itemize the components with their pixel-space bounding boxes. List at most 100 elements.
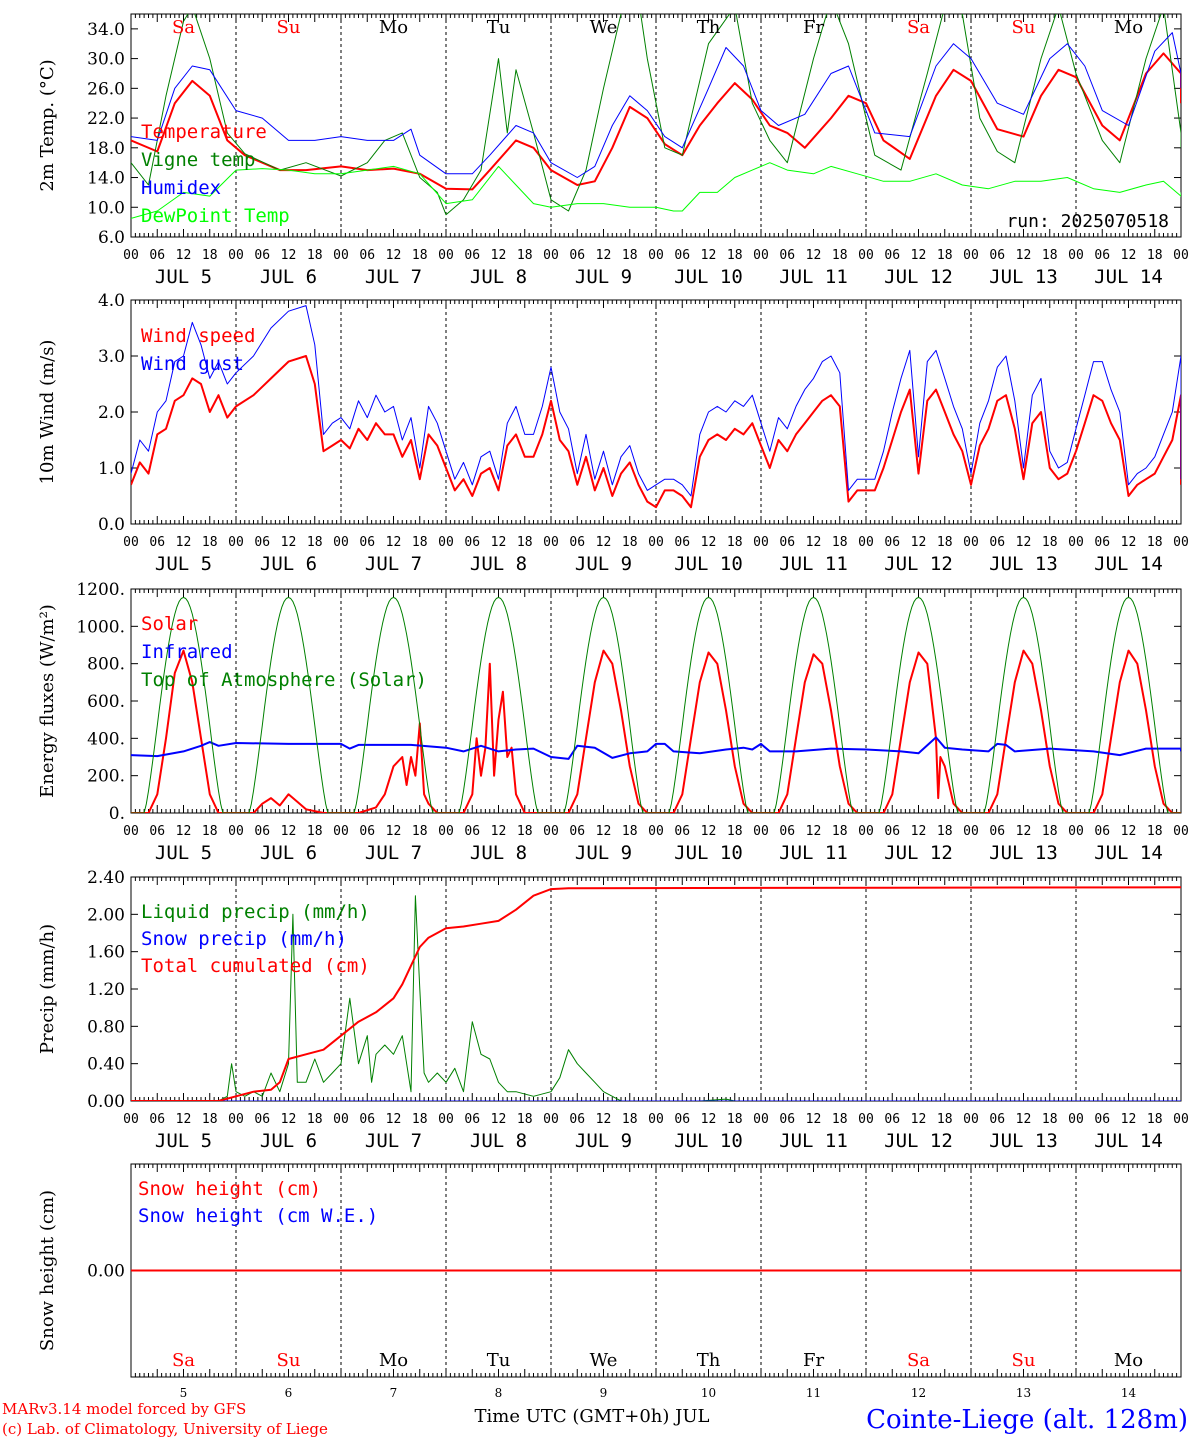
hour-label: 18 [832,824,848,839]
y-tick-label: 22.0 [87,109,125,129]
date-label: JUL 9 [575,842,632,864]
hour-label: 18 [202,824,218,839]
legend-entry: Snow precip (mm/h) [141,928,347,950]
y-axis-label: 10m Wind (m/s) [37,340,58,485]
hour-label: 06 [569,1112,585,1127]
y-tick-label: 3.0 [98,347,125,367]
day-of-week: Tu [487,1350,511,1371]
date-label: JUL 8 [470,266,527,288]
hour-label: 18 [727,248,743,263]
footer-lab-line: (c) Lab. of Climatology, University of L… [2,1420,328,1438]
date-label: JUL 9 [575,266,632,288]
legend-entry: Solar [141,613,198,635]
hour-label: 00 [123,1112,139,1127]
date-label: JUL 14 [1094,842,1163,864]
series-group [131,886,1181,1101]
day-of-week: Th [697,17,721,38]
hour-label: 18 [307,535,323,550]
hour-label: 00 [228,824,244,839]
hour-label: 06 [359,248,375,263]
hour-label: 18 [622,824,638,839]
plot-frame [130,588,1182,814]
legend-entry: Top of Atmosphere (Solar) [141,669,427,691]
hour-label: 18 [937,1112,953,1127]
hour-label: 00 [543,535,559,550]
hour-label: 18 [307,1112,323,1127]
hour-label: 12 [386,1112,402,1127]
hour-label: 00 [333,248,349,263]
hour-label: 12 [1121,248,1137,263]
day-of-week: We [590,17,618,38]
hour-label: 06 [779,1112,795,1127]
date-label: JUL 6 [260,1130,317,1152]
hour-label: 12 [806,248,822,263]
hour-label: 06 [464,248,480,263]
hour-label: 12 [1016,1112,1032,1127]
run-label: run: 2025070518 [1006,211,1169,232]
series-group [131,305,1181,509]
hour-label: 06 [149,824,165,839]
hour-label: 18 [1042,824,1058,839]
panel-wind: 0.0 1.0 2.0 3.0 4.0 10m Wind (m/s) Wind speed W… [37,291,1189,575]
hour-label: 00 [648,824,664,839]
hour-label: 06 [674,248,690,263]
y-tick-label: 2.00 [87,905,125,925]
day-of-week: Fr [803,17,824,38]
y-tick-label: 1000. [76,617,125,637]
hour-label: 00 [333,535,349,550]
hour-label: 12 [491,248,507,263]
day-number: 9 [600,1386,608,1400]
y-axis-label: Precip (mm/h) [37,924,58,1054]
day-number: 10 [701,1386,716,1400]
hour-label: 18 [1147,248,1163,263]
date-label: JUL 7 [365,842,422,864]
y-tick-label: 0.00 [87,1262,125,1282]
hour-label: 06 [359,1112,375,1127]
hour-label: 06 [464,824,480,839]
date-label: JUL 9 [575,553,632,575]
y-axis-label: Snow height (cm) [37,1190,58,1351]
hour-label: 12 [176,535,192,550]
hour-label: 18 [1042,248,1058,263]
hour-label: 06 [149,1112,165,1127]
hour-label: 00 [648,535,664,550]
hour-label: 00 [543,1112,559,1127]
day-number: 6 [285,1386,293,1400]
y-tick-label: 10.0 [87,198,125,218]
legend-entry: DewPoint Temp [141,205,290,227]
hour-label: 00 [648,1112,664,1127]
hour-label: 06 [989,824,1005,839]
hour-label: 12 [596,248,612,263]
y-tick-label: 2.40 [87,868,125,888]
hour-label: 18 [517,248,533,263]
hour-label: 00 [123,248,139,263]
legend-entry: Snow height (cm W.E.) [138,1205,378,1227]
series-humidex [131,32,1181,178]
y-tick-label: 6.0 [98,228,125,248]
legend-entry: Liquid precip (mm/h) [141,901,370,923]
hour-label: 06 [884,248,900,263]
footer-model-line: MARv3.14 model forced by GFS [2,1400,246,1418]
hour-label: 18 [622,1112,638,1127]
legend-entry: Wind gust [141,353,244,375]
date-label: JUL 14 [1094,1130,1163,1152]
hour-label: 00 [963,248,979,263]
hour-label: 12 [1121,1112,1137,1127]
hour-label: 00 [438,248,454,263]
hour-label: 12 [1016,535,1032,550]
series-top-of-atmosphere-solar- [131,596,1181,813]
day-number: 13 [1016,1386,1031,1400]
date-label: JUL 7 [365,553,422,575]
date-label: JUL 11 [779,266,848,288]
hour-label: 06 [674,1112,690,1127]
hour-label: 06 [674,824,690,839]
date-label: JUL 8 [470,842,527,864]
hour-label: 18 [727,535,743,550]
hour-label: 12 [806,1112,822,1127]
y-tick-label: 0.0 [98,515,125,535]
hour-label: 00 [228,248,244,263]
series-infrared [131,736,1181,760]
hour-label: 00 [858,824,874,839]
y-tick-label: 0.80 [87,1017,125,1037]
date-label: JUL 5 [155,553,212,575]
